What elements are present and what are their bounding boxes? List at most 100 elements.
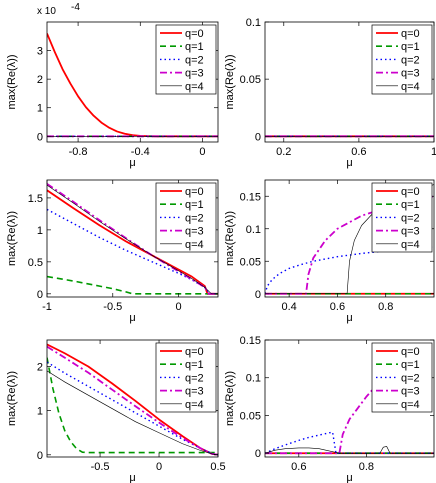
legend-label: q=0: [401, 28, 420, 40]
legend-label: q=1: [401, 41, 420, 53]
legend-label: q=4: [401, 81, 420, 93]
y-tick-label: 0.5: [28, 257, 43, 269]
x-tick-label: 0.8: [378, 301, 393, 313]
y-tick-label: 1: [37, 406, 43, 418]
x-tick-label: 1: [431, 146, 436, 158]
x-tick-label: 0.6: [291, 461, 306, 473]
chart-panel-6: 0.6 0.800.050.10.15μmax(Re(λ))q=0q=1q=2q=…: [224, 335, 435, 483]
y-tick-label: 0: [37, 131, 43, 143]
legend: q=0q=1q=2 q=3q=4: [155, 182, 217, 253]
y-axis-label: max(Re(λ)): [224, 55, 236, 110]
legend-label: q=1: [185, 359, 204, 371]
x-tick-label: 0.5: [210, 461, 225, 473]
y-tick-label: 0: [37, 450, 43, 462]
legend-label: q=3: [401, 68, 420, 80]
legend-label: q=0: [185, 186, 204, 198]
legend-label: q=1: [185, 199, 204, 211]
plot-frame: [46, 21, 219, 143]
y-tick-label: 0.1: [246, 373, 261, 385]
x-tick-label: 0: [175, 301, 181, 313]
y-tick-label: 0: [255, 289, 261, 301]
y-tick-label: 0.1: [246, 17, 261, 29]
chart-panel-5: -0.5 0 0.5 0 1 2 μ max(Re(λ)) q=0q=1q=2 q=3q=4: [6, 339, 226, 483]
plot-frame: [46, 339, 219, 458]
series-line-q=4: [47, 370, 218, 456]
legend-label: q=2: [401, 372, 420, 384]
x-tick-label: 0: [156, 461, 162, 473]
y-axis-multiplier-exponent: -4: [71, 2, 80, 13]
legend-label: q=3: [185, 226, 204, 238]
chart-panel-3: -1 -0.5 0 0 0.5 1 1.5 μ max(Re(λ)) q=0q=1q=2 q=3q=…: [6, 179, 219, 324]
x-tick-label: 0: [199, 146, 205, 158]
legend-label: q=4: [401, 399, 420, 411]
series-line-q=2: [265, 246, 434, 294]
y-tick-label: 1: [37, 225, 43, 237]
x-axis-label: μ: [129, 472, 135, 483]
series-line-q=2: [265, 431, 434, 454]
x-axis-label: μ: [129, 157, 135, 169]
x-axis-label: μ: [346, 472, 352, 483]
legend-label: q=3: [401, 226, 420, 238]
legend-label: q=2: [401, 54, 420, 66]
y-tick-label: 0.05: [240, 410, 261, 422]
y-tick-label: 0.15: [240, 191, 261, 203]
legend-label: q=2: [185, 372, 204, 384]
x-axis-label: μ: [346, 312, 352, 324]
plot-frame: [264, 21, 435, 143]
legend-label: q=0: [401, 346, 420, 358]
legend-label: q=1: [401, 199, 420, 211]
plot-frame: [264, 179, 435, 298]
legend: q=0q=1q=2 q=3q=4: [371, 24, 433, 95]
plot-frame: [46, 179, 219, 298]
y-tick-label: 2: [37, 361, 43, 373]
series-line-q=3: [47, 345, 218, 456]
legend-label: q=3: [185, 386, 204, 398]
y-tick-label: 0: [255, 131, 261, 143]
y-axis-label: max(Re(λ)): [224, 371, 236, 426]
chart-panel-2: 0.2 0.6 1 0 0.05 0.1 μ max(Re(λ)) q=0q=1q=2 q=3q=…: [224, 17, 436, 169]
series-line-q=1: [47, 275, 218, 295]
plot-frame: [264, 339, 435, 458]
legend: q=0q=1q=2 q=3q=4: [155, 24, 217, 95]
series-line-q=4: [265, 446, 434, 454]
legend-label: q=1: [185, 41, 204, 53]
series-line-q=2: [47, 208, 218, 295]
legend-label: q=0: [185, 28, 204, 40]
y-axis-multiplier: x 10: [37, 6, 56, 17]
x-tick-label: -0.4: [131, 146, 150, 158]
x-tick-label: -0.8: [69, 146, 88, 158]
x-tick-label: -0.5: [91, 461, 110, 473]
y-tick-label: 0.15: [240, 335, 261, 347]
x-tick-label: 0.8: [359, 461, 374, 473]
y-axis-label: max(Re(λ)): [6, 211, 18, 266]
legend-label: q=4: [185, 239, 204, 251]
legend: q=0q=1q=2 q=3q=4: [155, 342, 217, 413]
y-tick-label: 0.05: [240, 74, 261, 86]
x-tick-label: -0.5: [103, 301, 122, 313]
legend-label: q=4: [185, 399, 204, 411]
y-tick-label: 0.05: [240, 256, 261, 268]
x-axis-label: μ: [346, 157, 352, 169]
x-tick-label: -1: [42, 301, 52, 313]
legend-label: q=4: [185, 81, 204, 93]
series-group: [47, 33, 218, 138]
chart-panel-4: 0.4 0.6 0.800.050.10.15μmax(Re(λ))q=0q=1q=…: [224, 179, 435, 324]
y-tick-label: 0: [255, 448, 261, 460]
legend-label: q=0: [401, 186, 420, 198]
x-tick-label: 0.2: [276, 146, 291, 158]
x-tick-label: 0.4: [281, 301, 296, 313]
y-tick-label: 0: [37, 289, 43, 301]
y-axis-label: max(Re(λ)): [224, 211, 236, 266]
series-line-q=4: [47, 184, 218, 295]
y-tick-label: 1.5: [28, 193, 43, 205]
legend-label: q=2: [185, 212, 204, 224]
x-tick-label: 0.6: [351, 146, 366, 158]
legend-label: q=4: [401, 239, 420, 251]
legend-label: q=0: [185, 346, 204, 358]
legend: q=0q=1q=2 q=3q=4: [371, 342, 433, 413]
legend-label: q=1: [401, 359, 420, 371]
legend-label: q=3: [401, 386, 420, 398]
series-group: [265, 184, 434, 295]
